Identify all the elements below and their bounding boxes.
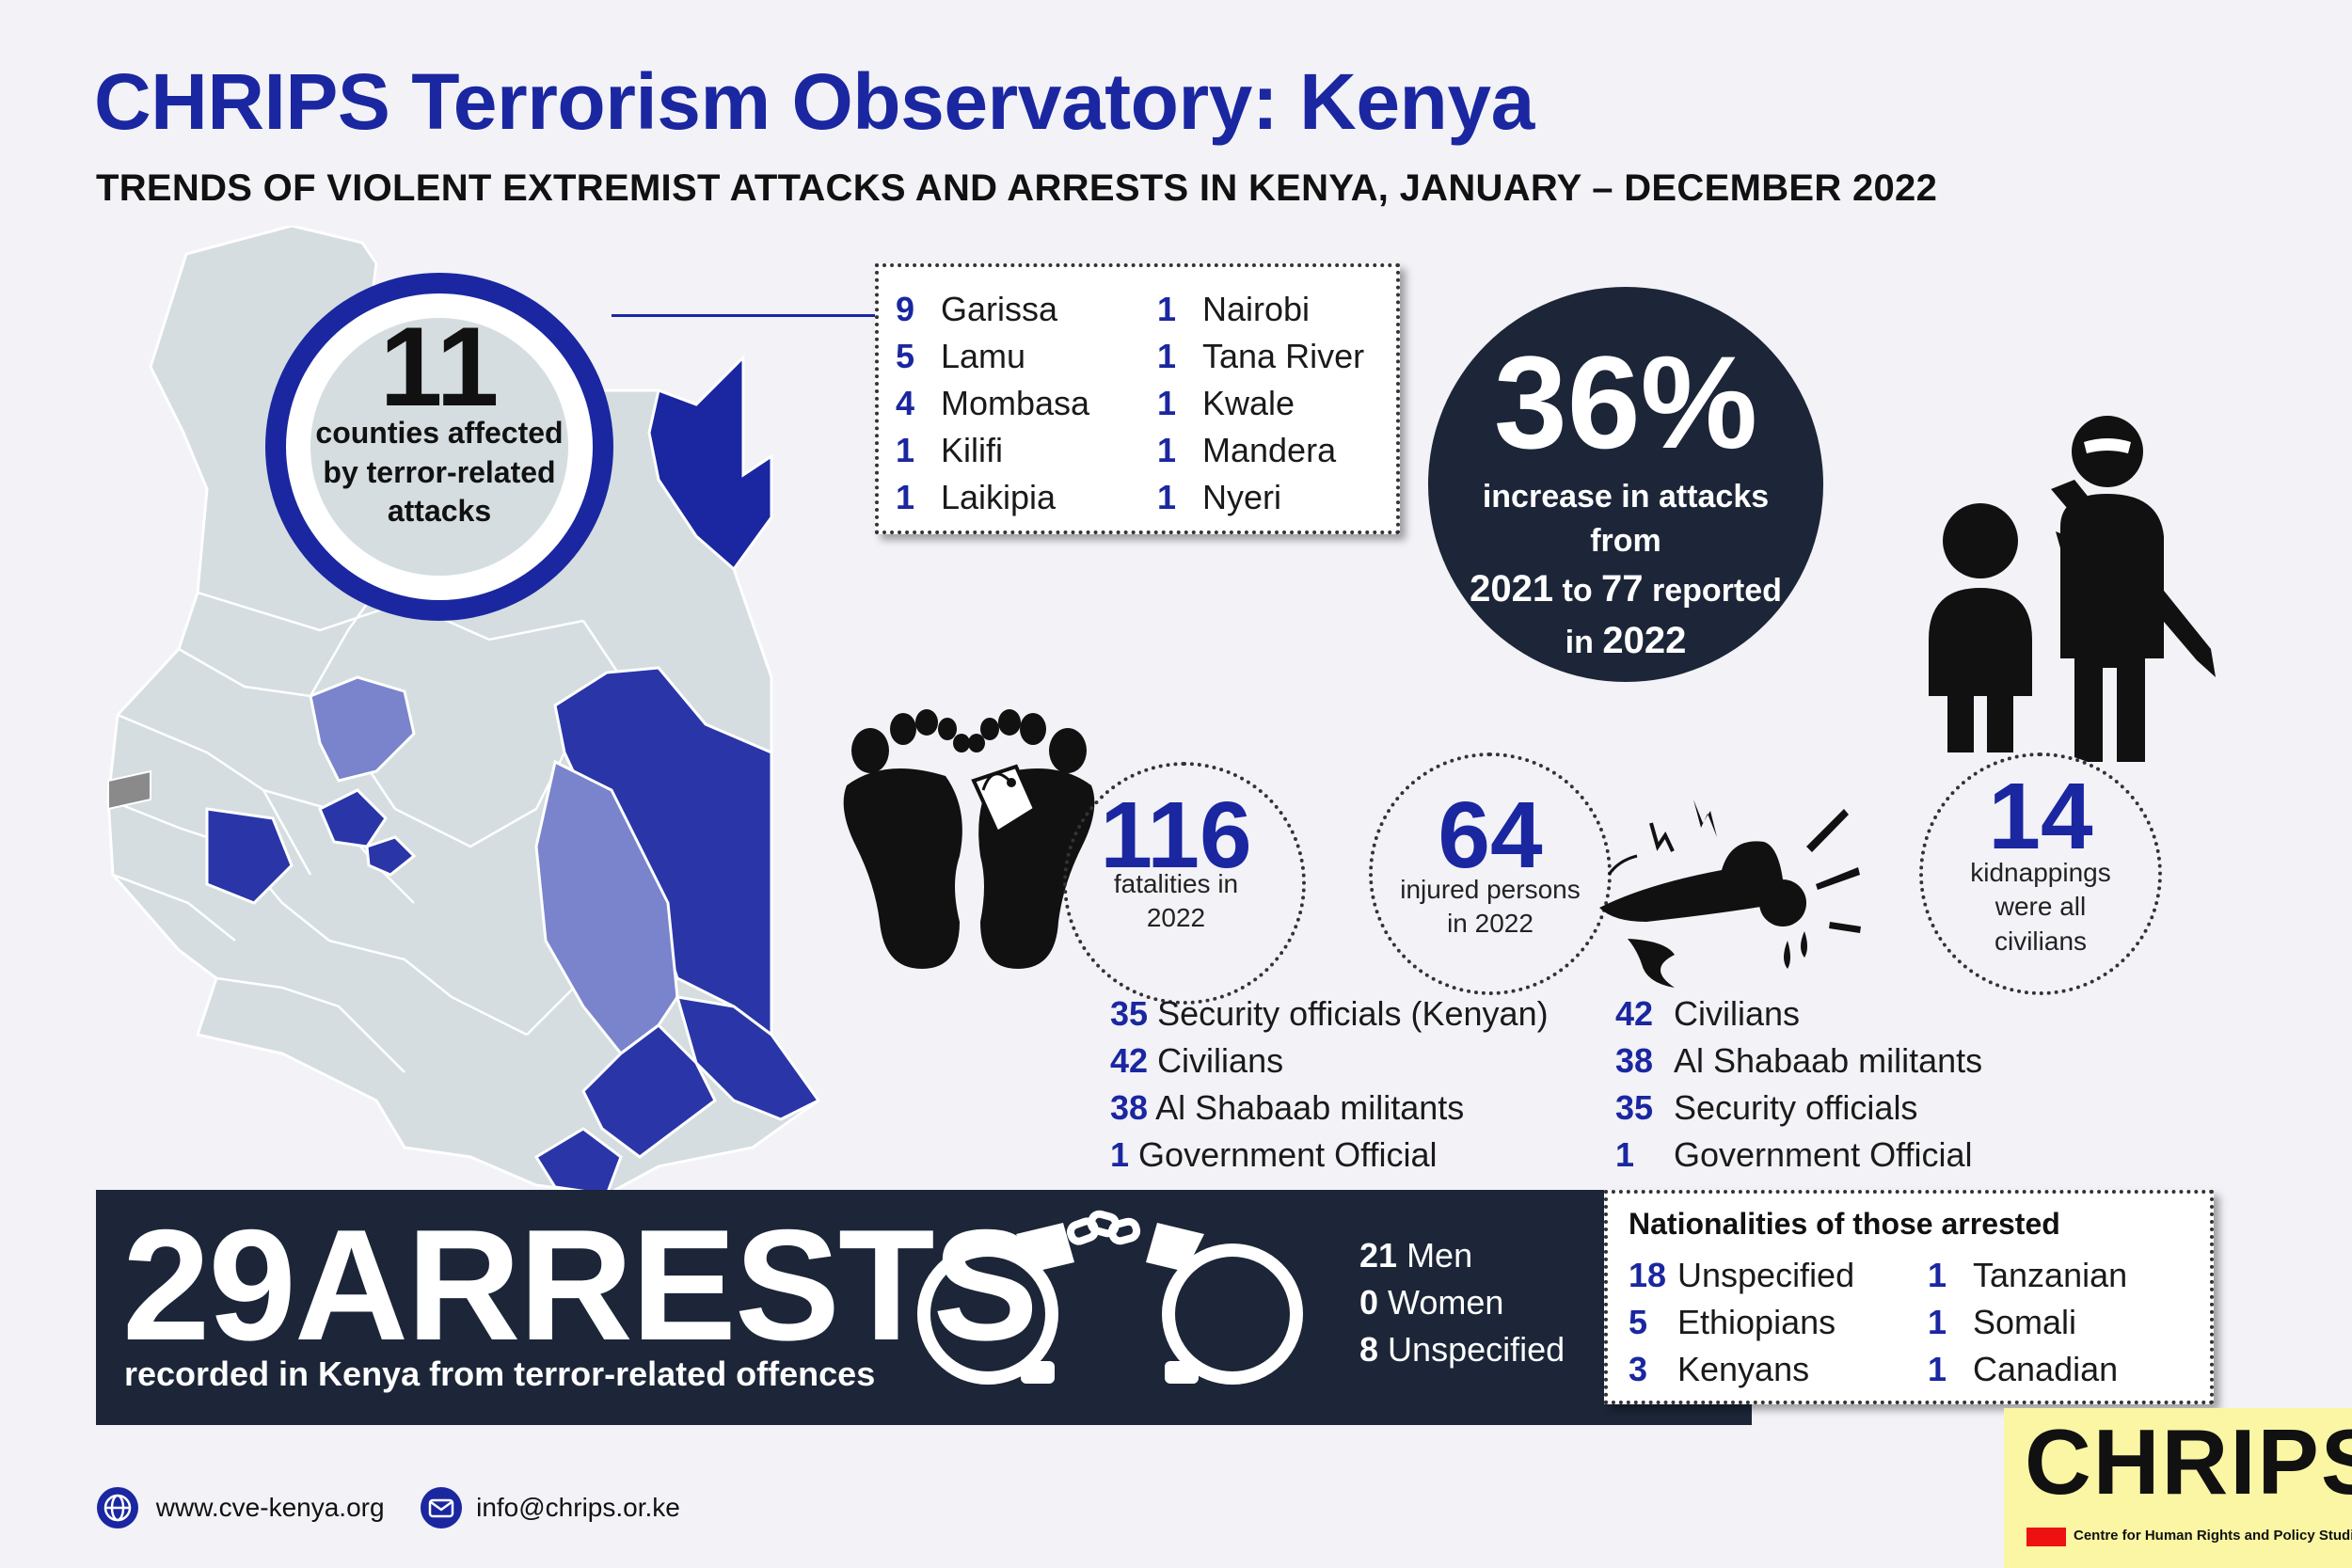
increase-line3: in 2022 xyxy=(1565,620,1687,661)
kidnappings-circle xyxy=(1919,752,2162,995)
fatalities-circle xyxy=(1063,762,1306,1005)
list-item: 1 Nyeri xyxy=(1157,478,1282,516)
injured-person-icon xyxy=(1599,800,1861,988)
kidnappings-label-line3: civilians xyxy=(1994,926,2088,956)
list-item: 1 Government Official xyxy=(1615,1135,1973,1174)
injured-label: injured persons in 2022 xyxy=(1373,873,1608,942)
toe-tag-icon xyxy=(971,764,1038,835)
list-item: 1 Tana River xyxy=(1157,337,1365,375)
list-item: 42 Civilians xyxy=(1110,1041,1284,1080)
fatalities-breakdown: 35 Security officials (Kenyan) 42 Civili… xyxy=(1110,990,1549,1179)
list-item: 3 Kenyans xyxy=(1629,1350,1810,1388)
list-item: 35 Security officials (Kenyan) xyxy=(1110,994,1549,1033)
list-item: 9 Garissa xyxy=(896,290,1058,328)
kidnappings-label-line1: kidnappings xyxy=(1970,858,2111,887)
fatalities-label-line2: 2022 xyxy=(1146,903,1206,933)
increase-text: increase in attacks from 2021 to 77 repo… xyxy=(1449,475,1803,667)
injured-count: 64 xyxy=(1438,783,1543,888)
fatalities-count: 116 xyxy=(1100,783,1252,888)
list-item: 8 Unspecified xyxy=(1359,1330,1565,1369)
fatalities-label: fatalities in 2022 xyxy=(1058,867,1294,936)
list-item: 5 Lamu xyxy=(896,337,1026,375)
list-item: 1 Mandera xyxy=(1157,431,1337,469)
footer: www.cve-kenya.org info@chrips.or.ke xyxy=(96,1486,680,1529)
list-item: 1 Kwale xyxy=(1157,384,1295,422)
map-county-kwale xyxy=(533,1127,623,1196)
list-item: 4 Mombasa xyxy=(896,384,1090,422)
list-item: 1 Somali xyxy=(1928,1303,2077,1341)
arrests-heading: 29ARRESTS xyxy=(122,1206,1039,1364)
injured-breakdown: 42 Civilians 38 Al Shabaab militants 35 Sec… xyxy=(1615,990,1982,1179)
map-county-nyeri xyxy=(318,788,388,848)
counties-list-right: 1 Nairobi 1 Tana River 1 Kwale 1 Mandera 1 Ny… xyxy=(1157,286,1364,521)
counties-list-box: 9 Garissa 5 Lamu 4 Mombasa 1 Kilifi 1 Laikipi… xyxy=(875,263,1400,534)
list-item: 1 Laikipia xyxy=(896,478,1057,516)
nationalities-left: 18 Unspecified 5 Ethiopians 3 Kenyans xyxy=(1629,1252,1854,1393)
map-county-nairobi xyxy=(365,835,417,877)
fatalities-label-line1: fatalities in xyxy=(1113,869,1239,898)
page-subtitle: TRENDS OF VIOLENT EXTREMIST ATTACKS AND … xyxy=(96,167,1938,209)
map-county-kilifi xyxy=(581,1023,717,1159)
increase-percent: 36% xyxy=(1493,328,1758,476)
map-lake xyxy=(107,769,151,811)
list-item: 1 Government Official xyxy=(1110,1135,1438,1174)
arrests-word: ARRESTS xyxy=(294,1196,1039,1373)
handcuffs-icon xyxy=(917,1210,1303,1385)
page-title: CHRIPS Terrorism Observatory: Kenya xyxy=(94,57,1534,146)
footer-email-link[interactable]: info@chrips.or.ke xyxy=(476,1493,680,1522)
nationalities-right: 1 Tanzanian 1 Somali 1 Canadian xyxy=(1928,1252,2127,1393)
list-item: 38 Al Shabaab militants xyxy=(1110,1088,1465,1127)
mail-icon xyxy=(421,1487,463,1528)
map-county-west xyxy=(205,807,294,905)
list-item: 1 Nairobi xyxy=(1157,290,1311,328)
arrests-caption: recorded in Kenya from terror-related of… xyxy=(124,1354,876,1393)
logo-red-bar xyxy=(2026,1528,2066,1546)
injured-label-line2: in 2022 xyxy=(1447,909,1534,939)
nationalities-title: Nationalities of those arrested xyxy=(1629,1207,2060,1241)
list-item: 1 Canadian xyxy=(1928,1350,2119,1388)
globe-icon xyxy=(97,1487,138,1528)
list-item: 21 Men xyxy=(1359,1236,1473,1275)
counties-label-line2: by terror-related xyxy=(323,454,556,489)
map-county-mandera xyxy=(647,354,773,572)
increase-circle xyxy=(1428,287,1823,682)
map-county-lamu xyxy=(675,995,821,1121)
logo-full-name: Centre for Human Rights and Policy Studi… xyxy=(2074,1528,2352,1544)
list-item: 38 Al Shabaab militants xyxy=(1615,1041,1983,1080)
list-item: 18 Unspecified xyxy=(1629,1256,1855,1294)
increase-line1: increase in attacks from xyxy=(1482,479,1770,559)
arrests-gender-breakdown: 21 Men 0 Women 8 Unspecified xyxy=(1359,1232,1565,1373)
list-item: 1 Kilifi xyxy=(896,431,1004,469)
increase-line2: 2021 to 77 reported xyxy=(1470,567,1782,610)
counties-ring-core xyxy=(310,318,568,576)
kidnappings-label: kidnappings were all civilians xyxy=(1923,856,2158,958)
injured-label-line1: injured persons xyxy=(1400,875,1581,904)
counties-label-line3: attacks xyxy=(387,494,492,529)
counties-count: 11 xyxy=(379,304,500,430)
kidnappings-label-line2: were all xyxy=(1994,892,2087,922)
map-county-laikipia xyxy=(309,675,416,783)
nationalities-box: Nationalities of those arrested 18 Unspec… xyxy=(1604,1190,2214,1404)
list-item: 42 Civilians xyxy=(1615,994,1801,1033)
counties-connector-line xyxy=(612,314,875,317)
map-county-garissa xyxy=(553,666,773,1037)
footprints-icon xyxy=(843,709,1095,969)
chrips-logo: CHRIPS Centre for Human Rights and Polic… xyxy=(2004,1408,2352,1568)
list-item: 1 Tanzanian xyxy=(1928,1256,2128,1294)
list-item: 0 Women xyxy=(1359,1283,1504,1322)
footer-website-link[interactable]: www.cve-kenya.org xyxy=(155,1493,385,1522)
counties-label: counties affected by terror-related atta… xyxy=(310,414,568,531)
kidnapper-icon xyxy=(1929,416,2216,762)
kidnappings-count: 14 xyxy=(1988,764,2093,869)
counties-list-left: 9 Garissa 5 Lamu 4 Mombasa 1 Kilifi 1 Laikipi… xyxy=(896,286,1089,521)
logo-name: CHRIPS xyxy=(2025,1410,2352,1513)
counties-label-line1: counties affected xyxy=(315,416,564,450)
list-item: 5 Ethiopians xyxy=(1629,1303,1836,1341)
arrests-count: 29 xyxy=(122,1196,296,1373)
list-item: 35 Security officials xyxy=(1615,1088,1918,1127)
